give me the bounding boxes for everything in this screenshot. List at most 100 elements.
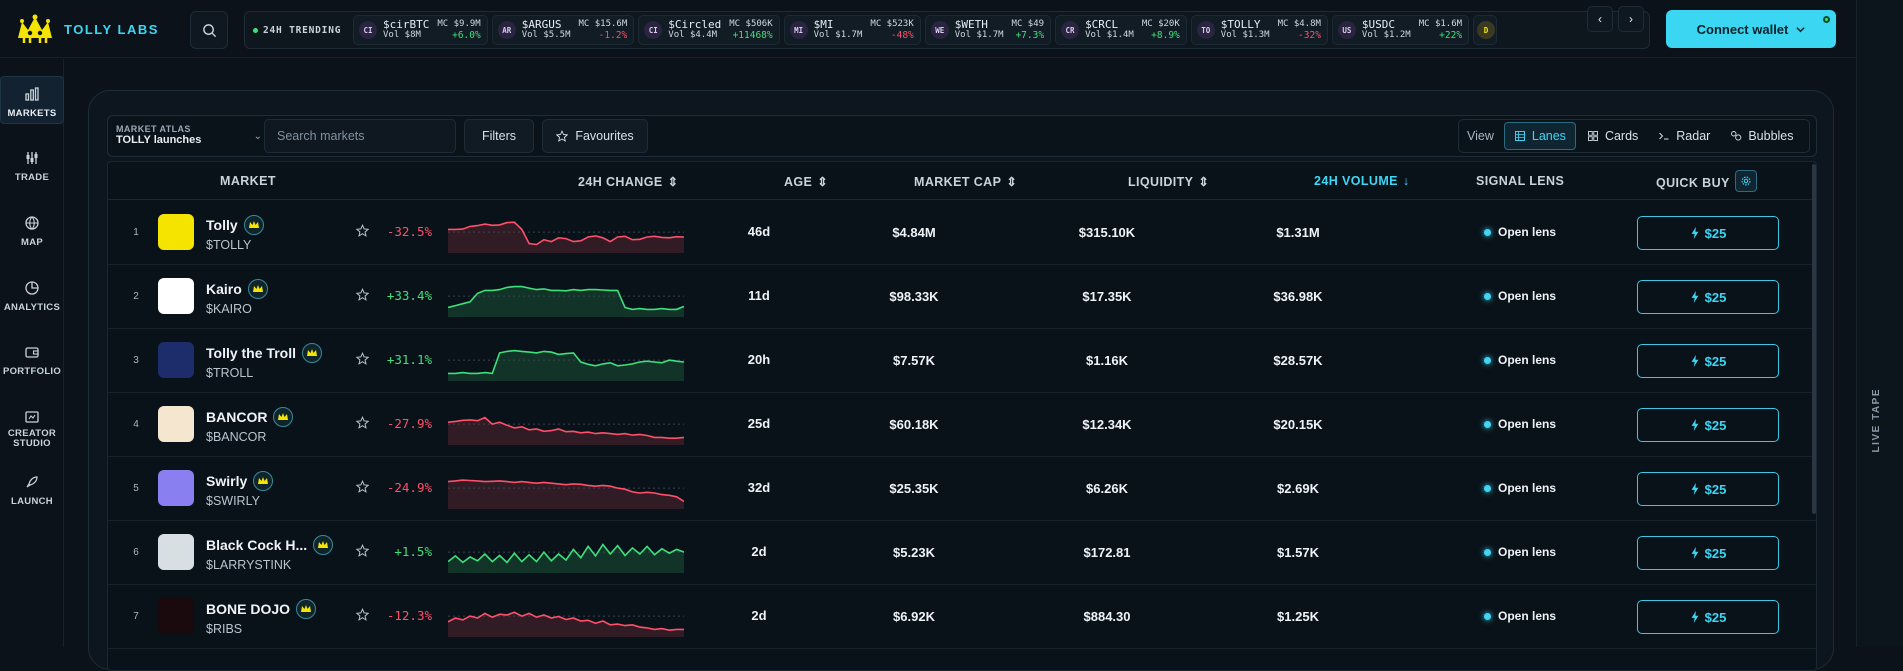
ticker-item[interactable]: US $USDC MC $1.6M Vol $1.2M +22% — [1331, 15, 1470, 45]
sparkline-area — [448, 480, 684, 509]
open-lens-button[interactable]: Open lens — [1484, 289, 1556, 303]
ticker-item[interactable]: MI $MI MC $523K Vol $1.7M -48% — [783, 15, 921, 45]
quick-buy-label: $25 — [1704, 481, 1727, 497]
view-switcher: View Lanes Cards Radar Bubbles — [1458, 119, 1810, 153]
sidebar-item-analytics[interactable]: ANALYTICS — [0, 280, 64, 313]
header-liquidity[interactable]: LIQUIDITY ⇕ — [1128, 174, 1209, 190]
sidebar-item-portfolio[interactable]: PORTFOLIO — [0, 344, 64, 377]
crown-badge-icon — [313, 535, 334, 555]
token-name-cell[interactable]: BONE DOJO — [206, 599, 317, 619]
header-24h-change[interactable]: 24H CHANGE ⇕ — [578, 174, 678, 190]
table-row[interactable]: 5 Swirly $SWIRLY -24.9% 32d $25.35K $6.2… — [108, 457, 1816, 521]
table-row[interactable]: 6 Black Cock H... $LARRYSTINK +1.5% 2d $… — [108, 521, 1816, 585]
live-tape-rail[interactable]: LIVE TAPE — [1856, 0, 1903, 647]
favourites-button[interactable]: Favourites — [542, 119, 648, 153]
brand-name: TOLLY LABS — [64, 21, 159, 37]
favourite-star-button[interactable] — [355, 224, 370, 242]
favourite-star-button[interactable] — [355, 544, 370, 562]
table-scrollbar[interactable] — [1812, 164, 1816, 514]
ticker-item-partial[interactable]: D — [1473, 15, 1498, 45]
sidebar-item-label: ANALYTICS — [3, 302, 61, 313]
favourite-star-button[interactable] — [355, 352, 370, 370]
connect-wallet-button[interactable]: Connect wallet — [1666, 10, 1836, 48]
open-lens-label: Open lens — [1498, 481, 1557, 495]
quick-buy-button[interactable]: $25 — [1637, 280, 1779, 314]
quick-buy-button[interactable]: $25 — [1637, 600, 1779, 634]
quick-buy-button[interactable]: $25 — [1637, 216, 1779, 250]
chevron-left-icon: ‹ — [1598, 12, 1602, 26]
table-row[interactable]: 1 Tolly $TOLLY -32.5% 46d $4.84M $315.10… — [108, 201, 1816, 265]
favourite-star-button[interactable] — [355, 608, 370, 626]
ticker-volume: Vol $1.7M — [813, 30, 863, 40]
volume-value: $28.57K — [1273, 353, 1323, 368]
row-rank: 7 — [133, 611, 139, 622]
table-header: MARKET 24H CHANGE ⇕ AGE ⇕ MARKET CAP ⇕ LIQU… — [108, 162, 1816, 200]
market-atlas-select[interactable]: MARKET ATLAS TOLLY launches ⌄ — [114, 120, 262, 152]
quick-buy-settings-button[interactable] — [1734, 170, 1757, 192]
quick-buy-label: $25 — [1704, 609, 1727, 625]
ticker-item[interactable]: WE $WETH MC $49 Vol $1.7M +7.3% — [924, 15, 1052, 45]
token-icon: CR — [1061, 21, 1080, 39]
sidebar-item-map[interactable]: MAP — [0, 215, 64, 248]
ticker-item[interactable]: TO $TOLLY MC $4.8M Vol $1.3M -32% — [1190, 15, 1328, 45]
sparkline-area — [448, 350, 684, 381]
view-radar-tab[interactable]: Radar — [1649, 122, 1719, 150]
view-cards-tab[interactable]: Cards — [1578, 122, 1647, 150]
table-row[interactable]: 7 BONE DOJO $RIBS -12.3% 2d $6.92K $884.… — [108, 585, 1816, 649]
ticker-item[interactable]: CI $cirBTC MC $9.9M Vol $8M +6.0% — [353, 15, 488, 45]
sidebar-item-creator-studio[interactable]: CREATOR STUDIO — [0, 409, 64, 449]
quick-buy-button[interactable]: $25 — [1637, 536, 1779, 570]
ticker-change: -32% — [1298, 30, 1321, 41]
open-lens-button[interactable]: Open lens — [1484, 353, 1556, 367]
token-symbol: $RIBS — [206, 622, 243, 636]
favourite-star-button[interactable] — [355, 480, 370, 498]
ticker-items: CI $cirBTC MC $9.9M Vol $8M +6.0% AR $AR… — [353, 15, 1470, 45]
token-name-cell[interactable]: Kairo — [206, 279, 268, 299]
header-age[interactable]: AGE ⇕ — [784, 174, 828, 190]
global-search-button[interactable] — [190, 11, 228, 49]
sidebar-item-markets[interactable]: MARKETS — [0, 76, 64, 124]
ticker-change: +22% — [1439, 30, 1463, 41]
ticker-item[interactable]: CR $CRCL MC $20K Vol $1.4M +8.9% — [1055, 15, 1187, 45]
table-row[interactable]: 4 BANCOR $BANCOR -27.9% 25d $60.18K $12.… — [108, 393, 1816, 457]
liquidity-value: $12.34K — [1082, 417, 1132, 432]
sidebar-item-launch[interactable]: LAUNCH — [0, 474, 64, 507]
ticker-prev-button[interactable]: ‹ — [1587, 6, 1613, 32]
token-name-cell[interactable]: Tolly — [206, 215, 264, 235]
view-bubbles-tab[interactable]: Bubbles — [1721, 122, 1802, 150]
open-lens-button[interactable]: Open lens — [1484, 545, 1556, 559]
favourite-star-button[interactable] — [355, 416, 370, 434]
open-lens-button[interactable]: Open lens — [1484, 481, 1556, 495]
header-market-cap[interactable]: MARKET CAP ⇕ — [914, 174, 1017, 190]
header-label: MARKET — [220, 174, 276, 188]
favourite-star-button[interactable] — [355, 288, 370, 306]
ticker-volume: Vol $1.3M — [1220, 30, 1270, 40]
token-name-cell[interactable]: Tolly the Troll — [206, 343, 322, 363]
sidebar-item-trade[interactable]: TRADE — [0, 150, 64, 183]
table-row[interactable]: 3 Tolly the Troll $TROLL +31.1% 20h $7.5… — [108, 329, 1816, 393]
gear-icon — [1741, 176, 1751, 186]
filters-button[interactable]: Filters — [464, 119, 534, 153]
ticker-item[interactable]: AR $ARGUS MC $15.6M Vol $5.5M -1.2% — [491, 15, 635, 45]
ticker-item[interactable]: CI $Circled MC $506K Vol $4.4M +11468% — [638, 15, 780, 45]
terminal-icon — [1659, 132, 1669, 140]
quick-buy-button[interactable]: $25 — [1637, 408, 1779, 442]
ticker-market-cap: MC $49 — [1011, 19, 1045, 29]
header-24h-volume[interactable]: 24H VOLUME ↓ — [1314, 174, 1410, 188]
quick-buy-button[interactable]: $25 — [1637, 472, 1779, 506]
search-markets-input[interactable] — [264, 119, 456, 153]
open-lens-button[interactable]: Open lens — [1484, 417, 1556, 431]
table-row[interactable]: 2 Kairo $KAIRO +33.4% 11d $98.33K $17.35… — [108, 265, 1816, 329]
ticker-next-button[interactable]: › — [1618, 6, 1644, 32]
age-value: 25d — [747, 416, 771, 431]
open-lens-button[interactable]: Open lens — [1484, 225, 1556, 239]
wallet-icon — [25, 347, 39, 358]
view-lanes-tab[interactable]: Lanes — [1503, 122, 1576, 150]
token-name-cell[interactable]: Swirly — [206, 471, 274, 491]
lightning-icon — [1691, 355, 1699, 367]
token-name-cell[interactable]: Black Cock H... — [206, 535, 334, 555]
brand-logo[interactable]: TOLLY LABS — [16, 14, 159, 44]
token-name-cell[interactable]: BANCOR — [206, 407, 294, 427]
quick-buy-button[interactable]: $25 — [1637, 344, 1779, 378]
open-lens-button[interactable]: Open lens — [1484, 609, 1556, 623]
